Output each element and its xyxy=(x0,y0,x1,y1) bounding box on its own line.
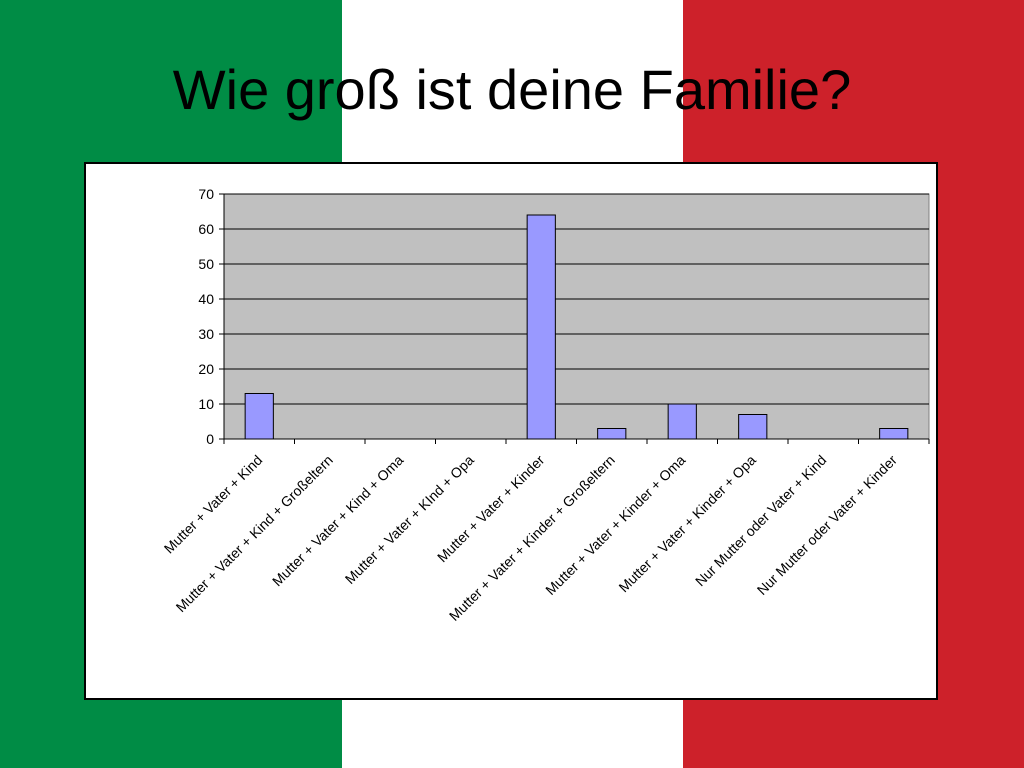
bar xyxy=(879,428,909,440)
y-tick-label: 30 xyxy=(198,326,214,342)
y-tick-label: 70 xyxy=(198,186,214,202)
y-tick-label: 40 xyxy=(198,291,214,307)
bar xyxy=(526,214,556,440)
category-label: Mutter + Vater + Kinder + Oma xyxy=(542,452,688,598)
chart-frame: 0 10 20 30 40 50 60 70 Mutter + Vater + Kind Mutt… xyxy=(84,162,938,700)
y-tick-label: 50 xyxy=(198,256,214,272)
y-tick-label: 20 xyxy=(198,361,214,377)
bar xyxy=(244,393,274,440)
bar xyxy=(597,428,627,440)
slide-title: Wie groß ist deine Familie? xyxy=(172,58,852,121)
category-label: Nur Mutter oder Vater + Kind xyxy=(692,452,829,589)
y-tick-label: 10 xyxy=(198,396,214,412)
category-label: Mutter + Vater + Kind + Großeltern xyxy=(173,452,336,615)
category-label: Mutter + Vater + KInd + Opa xyxy=(342,452,477,587)
bar xyxy=(738,414,768,440)
category-label: Mutter + Vater + Kinder + Opa xyxy=(615,452,759,596)
category-label: Mutter + Vater + Kind + Oma xyxy=(269,452,407,590)
bar xyxy=(667,403,697,440)
plot-area xyxy=(223,193,930,440)
y-tick-label: 60 xyxy=(198,221,214,237)
y-tick-label: 0 xyxy=(206,431,214,447)
category-label: Nur Mutter oder Vater + Kinder xyxy=(754,452,900,598)
